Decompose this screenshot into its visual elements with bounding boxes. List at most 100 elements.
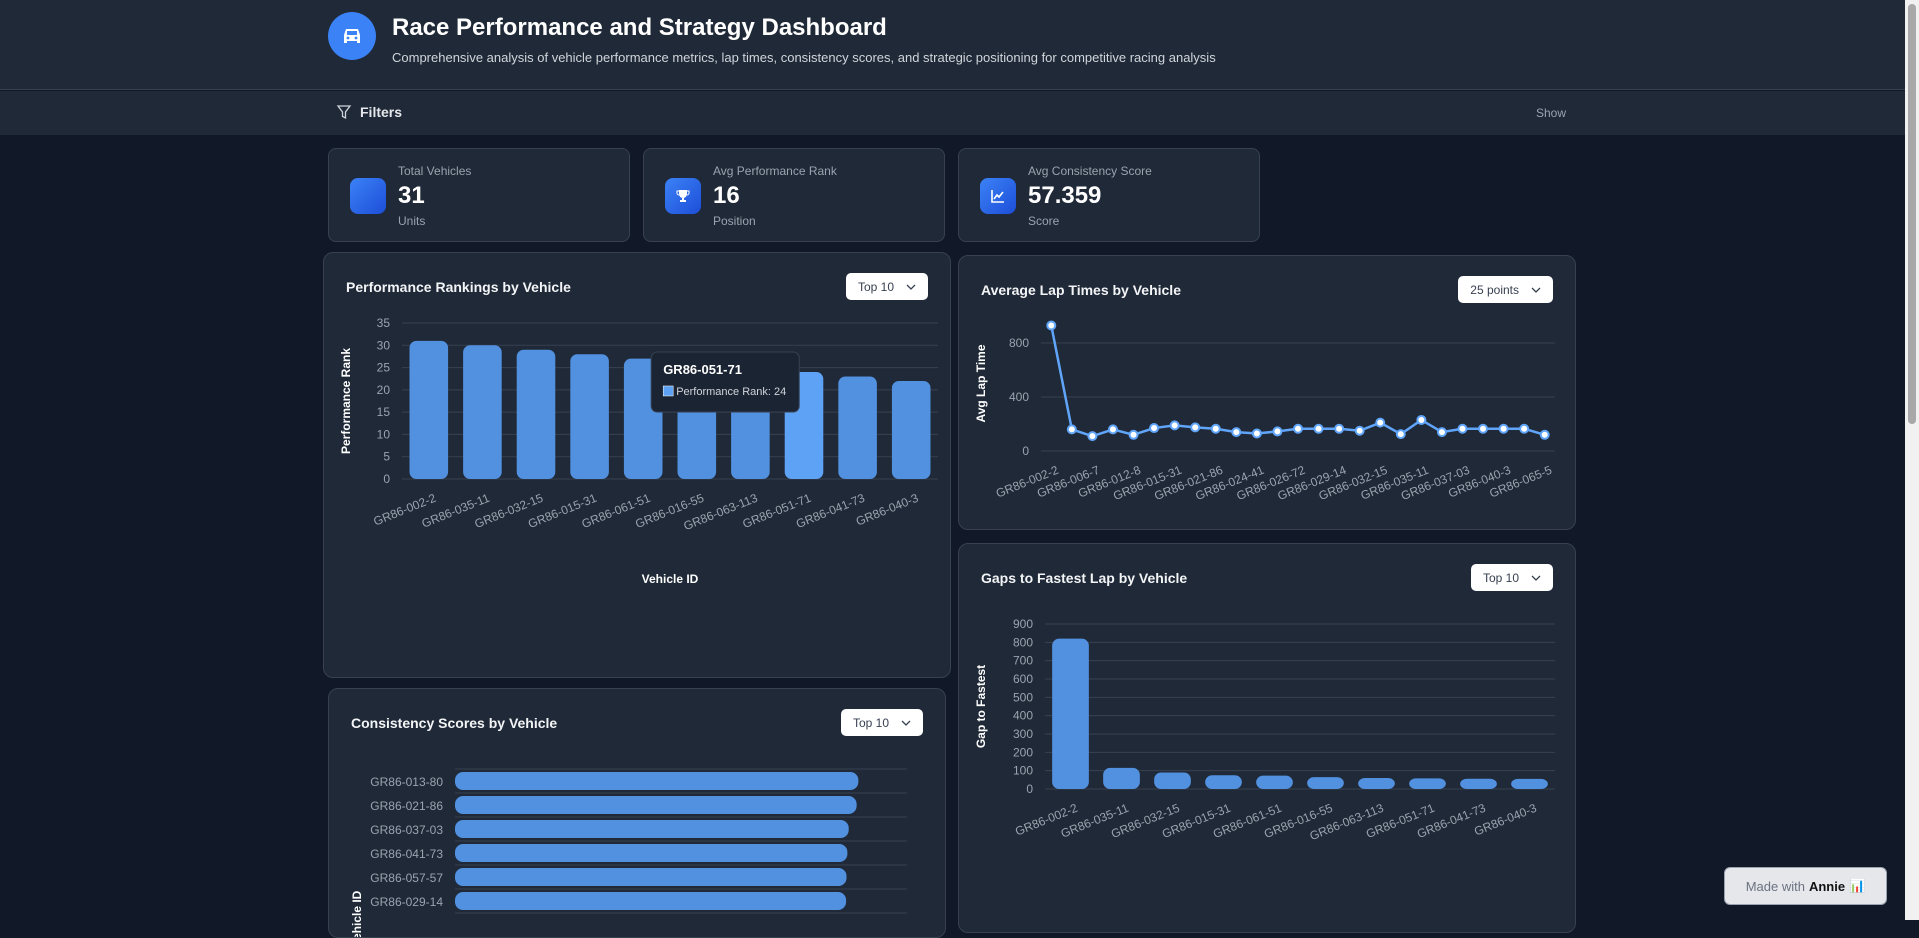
bar[interactable] bbox=[1358, 778, 1395, 789]
y-axis-label: Vehicle ID bbox=[350, 890, 364, 938]
bar[interactable] bbox=[455, 868, 847, 886]
data-point[interactable] bbox=[1190, 422, 1201, 433]
bar[interactable] bbox=[455, 820, 849, 838]
y-tick-label: 30 bbox=[377, 338, 391, 352]
y-tick-label: 400 bbox=[1013, 709, 1033, 723]
show-filters-button[interactable]: Show bbox=[1536, 106, 1567, 120]
chevron-down-icon bbox=[1531, 287, 1541, 293]
badge-brand: Annie bbox=[1808, 878, 1846, 894]
kpi-unit: Score bbox=[1028, 214, 1060, 228]
kpi-value: 31 bbox=[398, 182, 425, 209]
data-point[interactable] bbox=[1210, 423, 1221, 434]
scrollbar-thumb[interactable] bbox=[1908, 4, 1916, 424]
bar[interactable] bbox=[455, 844, 848, 862]
y-tick-label: 700 bbox=[1013, 654, 1033, 668]
bar[interactable] bbox=[455, 796, 857, 814]
chart-emoji-icon: 📊 bbox=[1849, 878, 1866, 893]
kpi-label: Total Vehicles bbox=[398, 164, 472, 178]
scrollbar[interactable] bbox=[1905, 0, 1919, 920]
page-subtitle: Comprehensive analysis of vehicle perfor… bbox=[392, 50, 1216, 65]
data-point[interactable] bbox=[1169, 420, 1180, 431]
y-tick-label: GR86-037-03 bbox=[370, 823, 443, 837]
filters-toggle[interactable]: Filters bbox=[336, 104, 402, 120]
bar[interactable] bbox=[455, 892, 847, 910]
bar[interactable] bbox=[409, 340, 449, 479]
bar[interactable] bbox=[463, 345, 502, 479]
y-axis-label: Performance Rank bbox=[339, 348, 353, 454]
data-point[interactable] bbox=[1149, 423, 1160, 434]
kpi-total-vehicles: Total Vehicles 31 Units bbox=[328, 148, 630, 242]
tooltip-text: Performance Rank: 24 bbox=[676, 386, 786, 398]
data-point[interactable] bbox=[1066, 424, 1077, 435]
chart-select-dropdown[interactable]: Top 10 bbox=[1470, 564, 1553, 591]
data-point[interactable] bbox=[1046, 320, 1057, 331]
data-point[interactable] bbox=[1231, 427, 1242, 438]
page-title: Race Performance and Strategy Dashboard bbox=[392, 14, 887, 41]
data-point[interactable] bbox=[1107, 424, 1118, 435]
kpi-label: Avg Consistency Score bbox=[1028, 164, 1152, 178]
y-tick-label: 25 bbox=[377, 361, 391, 375]
y-tick-label: 200 bbox=[1013, 745, 1033, 759]
bar[interactable] bbox=[455, 772, 859, 790]
bar[interactable] bbox=[1205, 775, 1242, 789]
chart-svg: 0100200300400500600700800900GR86-002-2GR… bbox=[974, 617, 1555, 843]
data-point[interactable] bbox=[1251, 428, 1262, 439]
data-point[interactable] bbox=[1436, 427, 1447, 438]
header: Race Performance and Strategy Dashboard … bbox=[0, 0, 1905, 90]
chevron-down-icon bbox=[1531, 575, 1541, 581]
kpi-avg-consistency: Avg Consistency Score 57.359 Score bbox=[958, 148, 1260, 242]
bar[interactable] bbox=[1307, 777, 1344, 789]
kpi-value: 16 bbox=[713, 182, 740, 209]
chart-select-dropdown[interactable]: 25 points bbox=[1458, 276, 1553, 303]
chart-svg: 05101520253035GR86-002-2GR86-035-11GR86-… bbox=[339, 316, 938, 586]
bar[interactable] bbox=[1154, 772, 1191, 790]
kpi-unit: Units bbox=[398, 214, 426, 228]
data-point[interactable] bbox=[1313, 423, 1324, 434]
data-point[interactable] bbox=[1293, 423, 1303, 434]
data-point[interactable] bbox=[1519, 423, 1530, 434]
bar[interactable] bbox=[1256, 775, 1293, 789]
data-point[interactable] bbox=[1457, 423, 1468, 434]
data-point[interactable] bbox=[1539, 429, 1550, 440]
bar[interactable] bbox=[1052, 638, 1089, 789]
made-with-badge[interactable]: Made with Annie 📊 bbox=[1724, 867, 1887, 905]
kpi-value: 57.359 bbox=[1028, 182, 1102, 209]
bar[interactable] bbox=[1511, 778, 1548, 789]
bar[interactable] bbox=[1460, 778, 1497, 789]
data-point[interactable] bbox=[1354, 425, 1365, 436]
trophy-icon bbox=[665, 178, 701, 214]
data-point[interactable] bbox=[1416, 414, 1427, 425]
car-icon bbox=[350, 178, 386, 214]
chart-title: Performance Rankings by Vehicle bbox=[346, 279, 571, 295]
data-point[interactable] bbox=[1272, 426, 1283, 437]
bar[interactable] bbox=[570, 354, 609, 479]
bar[interactable] bbox=[1409, 778, 1446, 789]
tooltip-swatch bbox=[662, 385, 674, 397]
data-point[interactable] bbox=[1087, 431, 1098, 442]
y-tick-label: 900 bbox=[1013, 617, 1033, 631]
bar[interactable] bbox=[891, 380, 931, 479]
y-tick-label: 15 bbox=[377, 405, 391, 419]
chart-select-dropdown[interactable]: Top 10 bbox=[840, 709, 923, 736]
y-tick-label: 500 bbox=[1013, 690, 1033, 704]
x-axis-label: Vehicle ID bbox=[642, 572, 699, 586]
bar[interactable] bbox=[516, 349, 556, 479]
consistency-card: Consistency Scores by Vehicle Top 10 GR86-… bbox=[328, 688, 946, 938]
data-point[interactable] bbox=[1498, 423, 1509, 434]
y-tick-label: 20 bbox=[377, 383, 391, 397]
y-tick-label: GR86-057-57 bbox=[370, 871, 443, 885]
chart-select-dropdown[interactable]: Top 10 bbox=[845, 273, 928, 300]
data-point[interactable] bbox=[1334, 423, 1345, 434]
data-point[interactable] bbox=[1395, 429, 1406, 440]
data-point[interactable] bbox=[1128, 429, 1139, 440]
y-tick-label: 10 bbox=[377, 427, 391, 441]
data-point[interactable] bbox=[1478, 423, 1489, 434]
chart-title: Average Lap Times by Vehicle bbox=[981, 282, 1181, 298]
bar[interactable] bbox=[1103, 767, 1140, 789]
data-point[interactable] bbox=[1375, 417, 1386, 428]
kpi-unit: Position bbox=[713, 214, 756, 228]
y-tick-label: 800 bbox=[1013, 635, 1033, 649]
bar[interactable] bbox=[838, 376, 877, 479]
x-tick-label: GR86-040-3 bbox=[854, 491, 921, 529]
gaps-card: Gaps to Fastest Lap by Vehicle Top 10 0 100… bbox=[958, 543, 1576, 933]
